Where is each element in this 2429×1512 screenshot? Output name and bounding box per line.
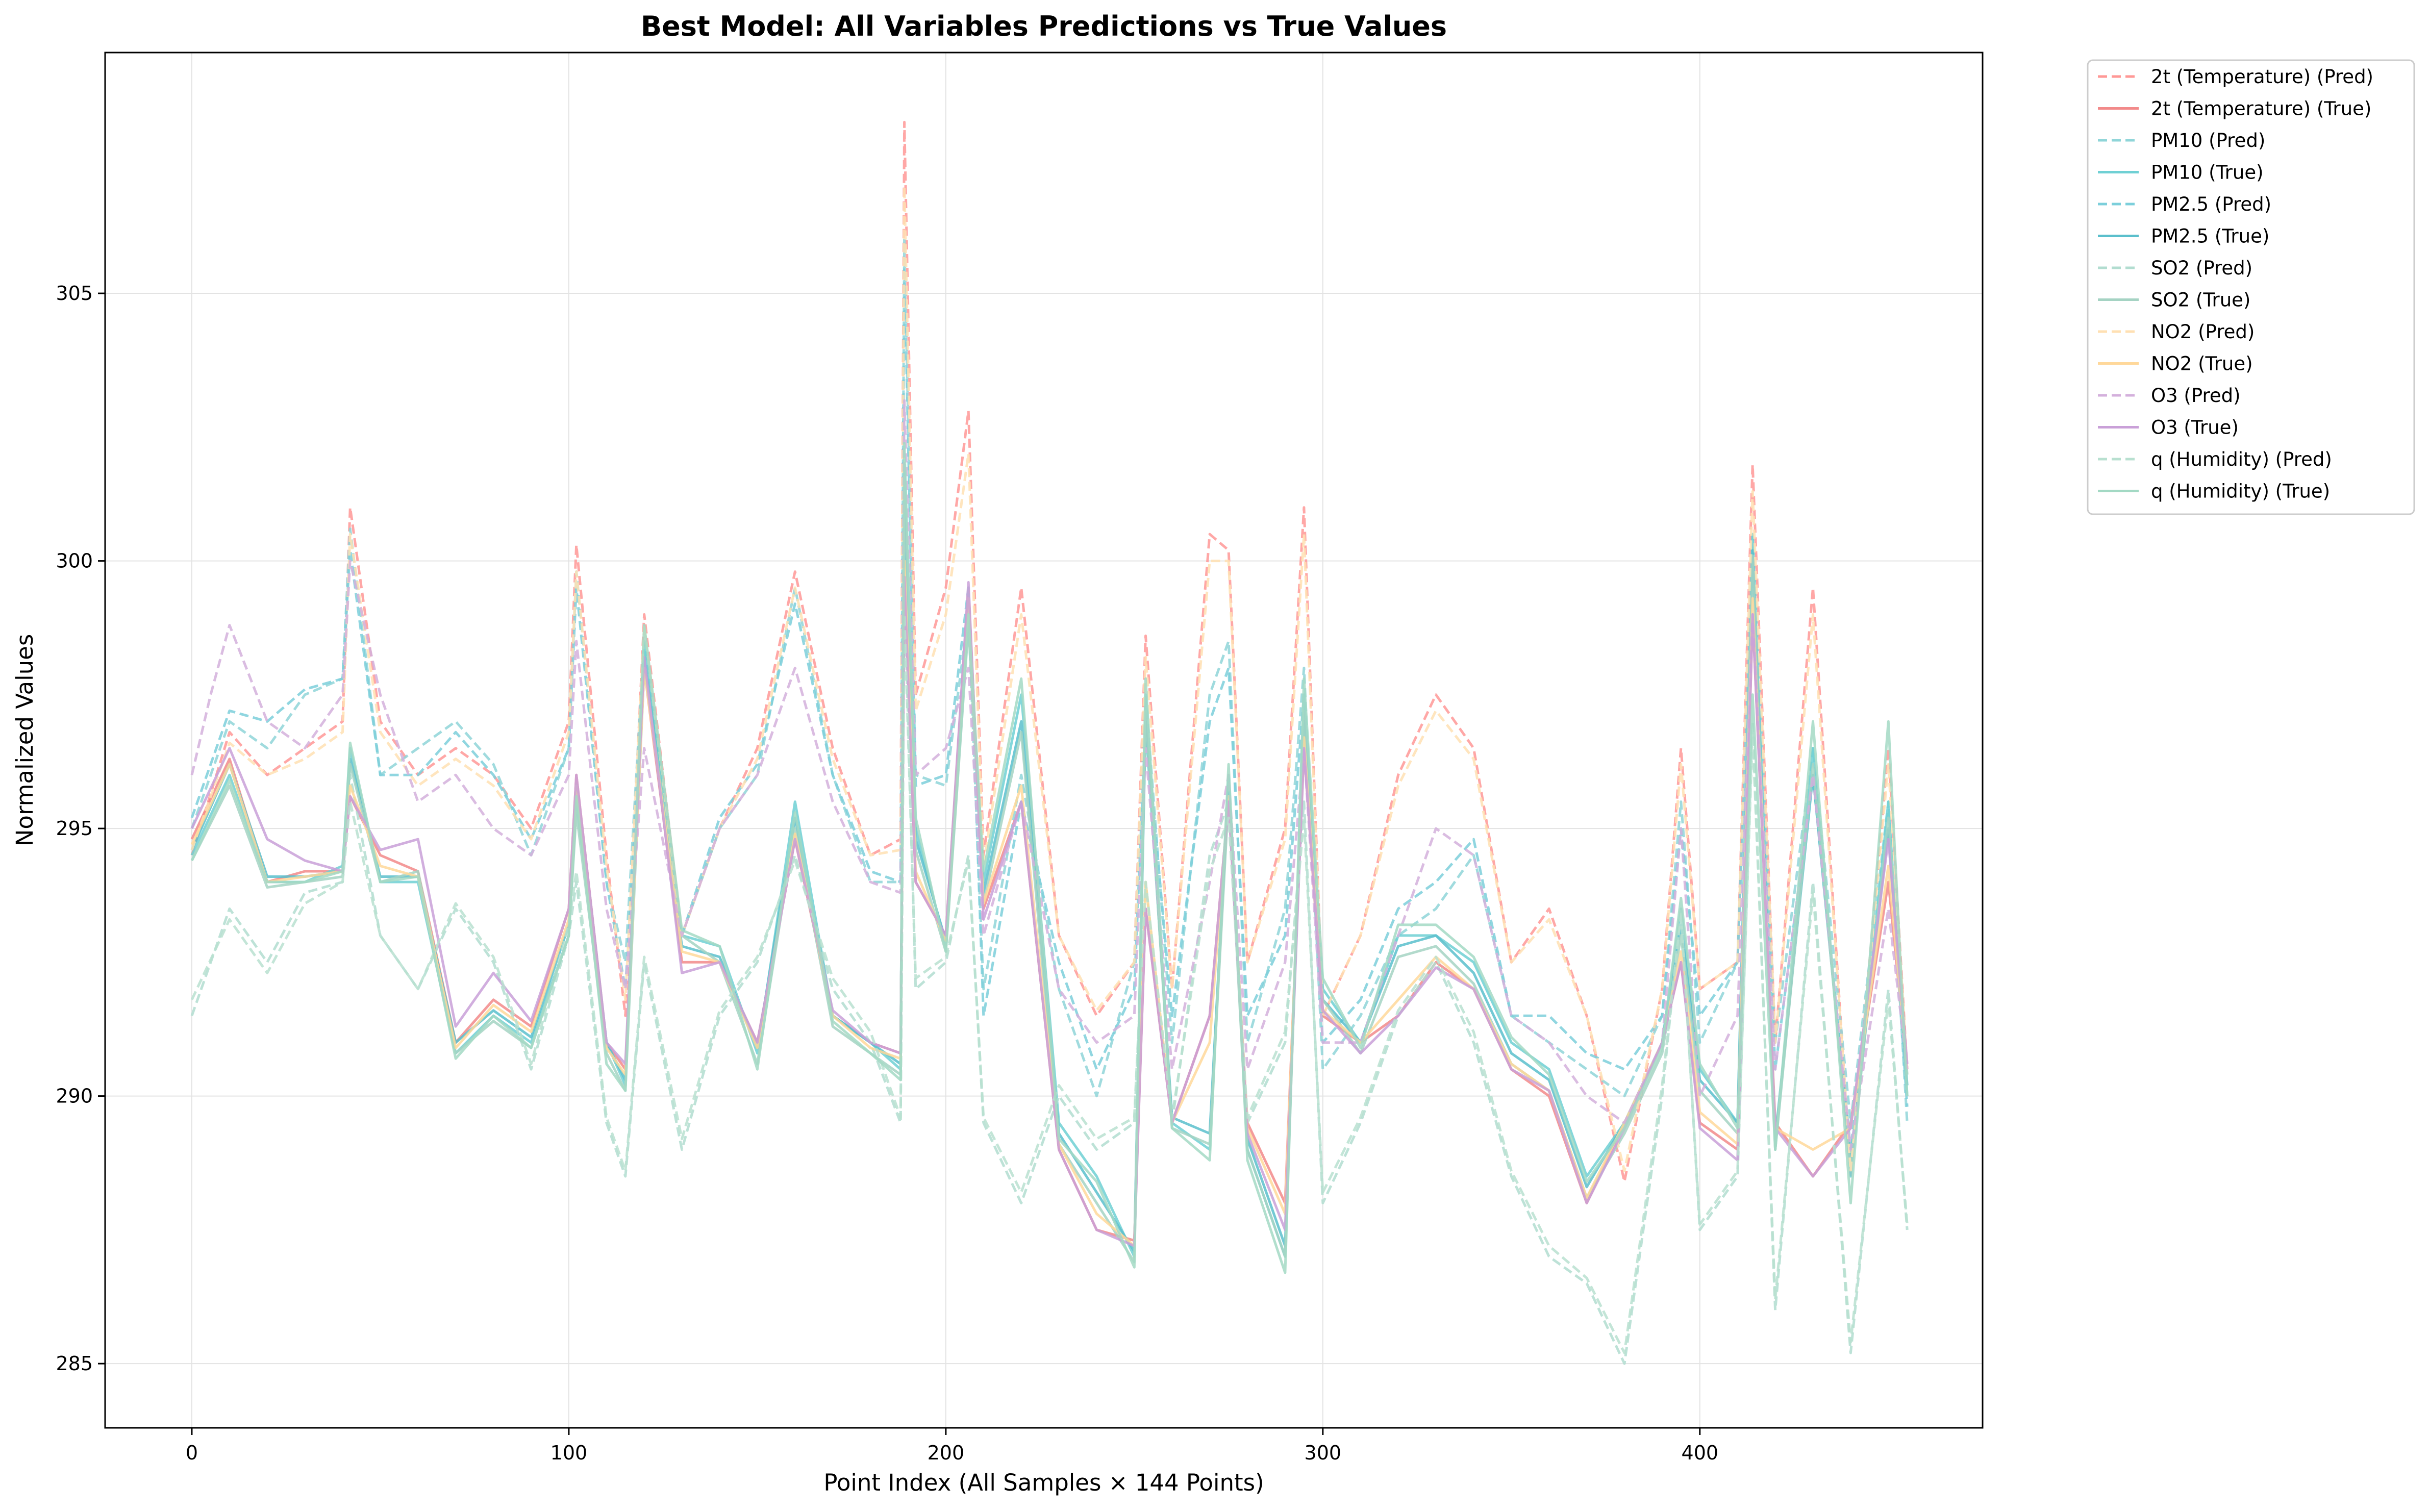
legend-label: NO2 (True) xyxy=(2151,353,2253,375)
x-tick-label: 100 xyxy=(550,1442,588,1464)
y-axis-label: Normalized Values xyxy=(11,634,38,847)
legend-label: NO2 (Pred) xyxy=(2151,321,2255,343)
legend-label: q (Humidity) (True) xyxy=(2151,481,2330,502)
x-tick-label: 0 xyxy=(186,1442,198,1464)
legend: 2t (Temperature) (Pred) 2t (Temperature) … xyxy=(2087,59,2415,515)
legend-box xyxy=(2087,59,2415,515)
legend-label: O3 (Pred) xyxy=(2151,385,2241,407)
x-axis: 0 100 200 300 400 xyxy=(186,1428,1718,1464)
plot-background xyxy=(105,53,1983,1428)
legend-label: 2t (Temperature) (Pred) xyxy=(2151,66,2373,88)
legend-label: SO2 (True) xyxy=(2151,289,2250,311)
legend-label: PM10 (Pred) xyxy=(2151,130,2265,152)
x-tick-label: 400 xyxy=(1682,1442,1719,1464)
x-tick-label: 200 xyxy=(928,1442,965,1464)
y-tick-label: 295 xyxy=(56,817,93,840)
y-axis: 285 290 295 300 305 xyxy=(56,282,105,1375)
legend-label: PM2.5 (True) xyxy=(2151,225,2269,247)
legend-label: PM2.5 (Pred) xyxy=(2151,193,2271,215)
series-layer xyxy=(190,120,1909,1365)
x-tick-label: 300 xyxy=(1305,1442,1342,1464)
y-tick-label: 300 xyxy=(56,550,93,572)
series-line xyxy=(190,399,1909,1151)
y-tick-label: 285 xyxy=(56,1352,93,1375)
plot-area xyxy=(104,52,1984,1429)
x-axis-label: Point Index (All Samples × 144 Points) xyxy=(823,1469,1264,1496)
y-tick-label: 290 xyxy=(56,1085,93,1107)
legend-label: PM10 (True) xyxy=(2151,162,2264,184)
y-tick-label: 305 xyxy=(56,282,93,305)
legend-label: O3 (True) xyxy=(2151,417,2239,439)
legend-items: 2t (Temperature) (Pred) 2t (Temperature) … xyxy=(2098,66,2373,502)
series-line xyxy=(190,613,1909,1354)
chart-title: Best Model: All Variables Predictions vs… xyxy=(641,10,1447,42)
plot-frame xyxy=(104,52,1984,1429)
series-line xyxy=(190,586,1909,1365)
series-line xyxy=(190,479,1909,1264)
legend-label: q (Humidity) (Pred) xyxy=(2151,448,2332,470)
legend-label: SO2 (Pred) xyxy=(2151,257,2252,279)
grid-lines xyxy=(105,53,1983,1428)
series-line xyxy=(190,442,1909,1274)
series-line xyxy=(190,265,1909,1151)
legend-label: 2t (Temperature) (True) xyxy=(2151,98,2371,120)
